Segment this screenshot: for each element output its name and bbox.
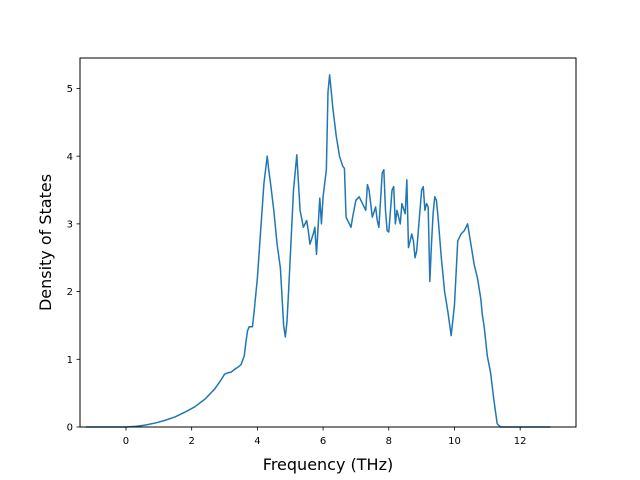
plot-area	[85, 74, 551, 428]
y-tick-label: 3	[67, 219, 73, 230]
x-axis-label: Frequency (THz)	[263, 455, 393, 474]
x-tick-label: 2	[188, 436, 194, 447]
y-tick-label: 1	[67, 355, 73, 366]
series-line-0	[85, 74, 551, 428]
x-tick-label: 6	[320, 436, 326, 447]
y-tick-label: 2	[67, 287, 73, 298]
y-axis-ticks: 0 1 2 3 4 5	[67, 84, 80, 434]
axes-frame	[79, 57, 577, 428]
x-tick-label: 8	[386, 436, 392, 447]
y-tick-label: 5	[67, 84, 73, 95]
x-tick-label: 4	[254, 436, 260, 447]
x-tick-label: 0	[123, 436, 129, 447]
y-tick-label: 0	[67, 423, 73, 434]
x-axis-ticks: 0 2 4 6 8 10 12	[123, 427, 527, 447]
y-axis-label: Density of States	[36, 174, 55, 311]
x-tick-label: 10	[448, 436, 461, 447]
x-tick-label: 12	[514, 436, 527, 447]
y-tick-label: 4	[67, 152, 73, 163]
